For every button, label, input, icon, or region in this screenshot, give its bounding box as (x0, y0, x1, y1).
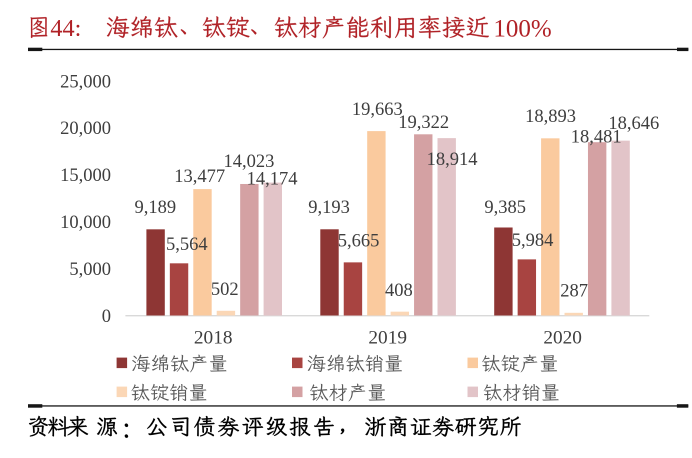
svg-text:2018: 2018 (194, 327, 233, 348)
svg-text:18,893: 18,893 (525, 107, 576, 127)
svg-text:287: 287 (560, 282, 588, 302)
svg-text:18,914: 18,914 (427, 150, 478, 170)
svg-text:5,564: 5,564 (166, 235, 208, 255)
svg-text:5,665: 5,665 (338, 231, 380, 251)
svg-text:44:: 44: (50, 15, 81, 42)
svg-text:2019: 2019 (368, 327, 407, 348)
svg-text:18,646: 18,646 (608, 114, 659, 134)
svg-text:0: 0 (102, 307, 111, 327)
svg-text:15,000: 15,000 (60, 166, 111, 186)
svg-text:13,477: 13,477 (174, 167, 225, 187)
svg-text:25,000: 25,000 (60, 72, 111, 92)
svg-text:14,023: 14,023 (223, 152, 274, 172)
svg-text:100%: 100% (493, 16, 551, 43)
svg-text:20,000: 20,000 (60, 119, 111, 139)
svg-text:19,663: 19,663 (352, 100, 403, 120)
svg-text:10,000: 10,000 (60, 213, 111, 233)
svg-text:502: 502 (211, 280, 239, 300)
svg-text:9,385: 9,385 (484, 198, 526, 218)
svg-text:14,174: 14,174 (247, 170, 298, 190)
svg-text:19,322: 19,322 (398, 113, 449, 133)
svg-text:5,000: 5,000 (69, 260, 111, 280)
svg-text:9,193: 9,193 (308, 198, 350, 218)
svg-text:2020: 2020 (543, 327, 582, 348)
svg-text:18,481: 18,481 (571, 127, 622, 147)
svg-text:9,189: 9,189 (134, 198, 176, 218)
svg-text:408: 408 (385, 281, 413, 301)
svg-text:5,984: 5,984 (512, 231, 554, 251)
